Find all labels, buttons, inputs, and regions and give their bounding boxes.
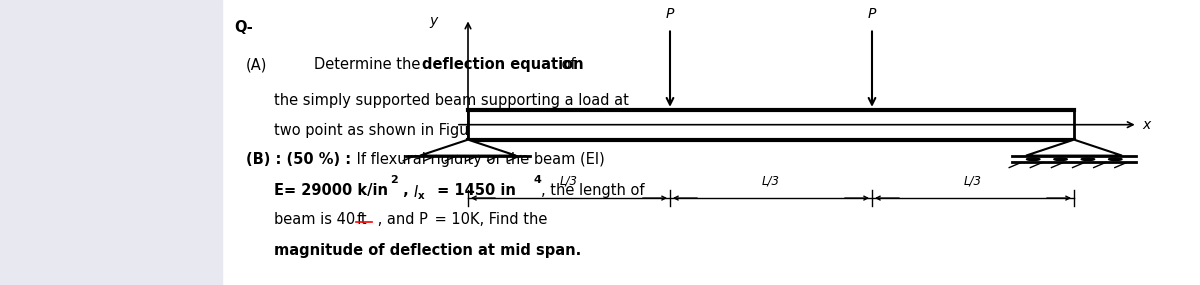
Text: E= 29000 k/in: E= 29000 k/in xyxy=(274,183,388,198)
Text: the simply supported beam supporting a load at: the simply supported beam supporting a l… xyxy=(274,93,629,108)
Ellipse shape xyxy=(1081,158,1094,160)
Text: P: P xyxy=(666,7,674,21)
Text: deflection equation: deflection equation xyxy=(422,57,584,72)
Text: , the length of: , the length of xyxy=(541,183,644,198)
Polygon shape xyxy=(420,140,516,156)
Text: , and P: , and P xyxy=(373,212,428,227)
Ellipse shape xyxy=(1109,158,1122,160)
Ellipse shape xyxy=(1026,158,1040,160)
Text: two point as shown in Figure.: two point as shown in Figure. xyxy=(274,123,487,138)
Bar xyxy=(0,0,222,285)
Text: y: y xyxy=(430,15,438,28)
Text: = 1450 in: = 1450 in xyxy=(432,183,521,198)
Text: x: x xyxy=(1142,118,1151,132)
Text: P: P xyxy=(868,7,876,21)
Polygon shape xyxy=(1026,140,1122,156)
Text: (B) : (50 %) :: (B) : (50 %) : xyxy=(246,152,352,167)
Text: beam is 40: beam is 40 xyxy=(274,212,360,227)
Text: Q-: Q- xyxy=(234,20,253,35)
Text: $\mathbf{\mathit{I}_x}$: $\mathbf{\mathit{I}_x}$ xyxy=(413,183,426,202)
Ellipse shape xyxy=(1054,158,1067,160)
Bar xyxy=(468,110,1074,140)
Text: 4: 4 xyxy=(534,175,542,185)
Text: L/3: L/3 xyxy=(964,174,982,187)
Text: magnitude of deflection at mid span.: magnitude of deflection at mid span. xyxy=(274,243,581,258)
Text: If flexural rigidity of the beam (EI): If flexural rigidity of the beam (EI) xyxy=(352,152,605,167)
Text: Determine the: Determine the xyxy=(314,57,426,72)
Text: L/3: L/3 xyxy=(560,174,578,187)
Text: of: of xyxy=(557,57,576,72)
Text: 2: 2 xyxy=(390,175,397,185)
Text: ,: , xyxy=(398,183,414,198)
Text: L/3: L/3 xyxy=(762,174,780,187)
Text: = 10K, Find the: = 10K, Find the xyxy=(430,212,547,227)
Text: (A): (A) xyxy=(246,57,268,72)
Text: ft: ft xyxy=(356,212,367,227)
